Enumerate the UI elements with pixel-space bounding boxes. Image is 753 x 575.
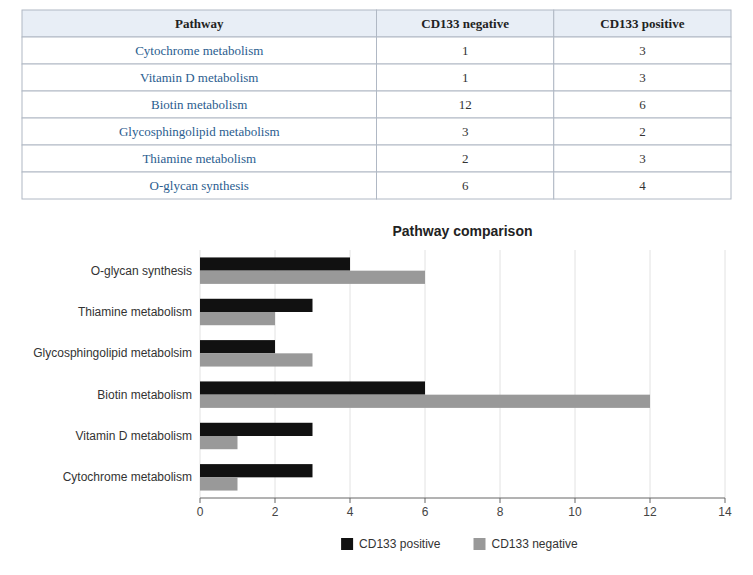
table-cell	[377, 145, 554, 172]
tick-mark	[275, 498, 276, 503]
category-label: Vitamin D metabolism	[76, 429, 192, 443]
grid-line	[575, 250, 576, 498]
grid-line	[425, 250, 426, 498]
bar	[200, 353, 313, 366]
grid-line	[350, 250, 351, 498]
category-label: Glycosphingolipid metabolsim	[33, 346, 192, 360]
legend-swatch	[341, 538, 353, 550]
tick-mark	[425, 498, 426, 503]
table-value: 1	[462, 70, 469, 85]
table-row-label: Cytochrome metabolism	[135, 43, 263, 58]
table-header-text: CD133 positive	[600, 16, 684, 31]
x-axis: 0 2 4 6 8 10 12 14	[197, 250, 732, 519]
table-row-label: Biotin metabolism	[151, 97, 247, 112]
tick-label: 6	[422, 505, 429, 519]
category-label: Thiamine metabolism	[78, 305, 192, 319]
table-cell	[22, 172, 377, 199]
grid-line	[500, 250, 501, 498]
table-cell	[554, 37, 731, 64]
table-cell	[377, 118, 554, 145]
table-value: 1	[462, 43, 469, 58]
table-row-label: O-glycan synthesis	[150, 178, 249, 193]
tick-mark	[500, 498, 501, 503]
chart-title: Pathway comparison	[392, 223, 532, 239]
category-label: O-glycan synthesis	[91, 264, 192, 278]
table-cell	[377, 64, 554, 91]
category-label: Cytochrome metabolism	[63, 470, 192, 484]
tick-label: 4	[347, 505, 354, 519]
table-cell	[22, 91, 377, 118]
table-value: 3	[639, 43, 646, 58]
table-cell	[377, 172, 554, 199]
legend-swatch	[474, 538, 486, 550]
legend-label: CD133 negative	[492, 537, 578, 551]
bar	[200, 257, 350, 270]
bar	[200, 271, 425, 284]
bar	[200, 312, 275, 325]
table-row-label: Thiamine metabolism	[142, 151, 256, 166]
table: Pathway CD133 negative CD133 positive Cytoc…	[22, 10, 731, 199]
tick-label: 2	[272, 505, 279, 519]
table-cell	[377, 91, 554, 118]
grid-line	[275, 250, 276, 498]
bar	[200, 477, 238, 490]
category-label: Biotin metabolism	[97, 388, 192, 402]
table-header-cell	[554, 10, 731, 37]
table-value: 12	[459, 97, 472, 112]
table-cell	[22, 145, 377, 172]
table-row-label: Vitamin D metabolism	[140, 70, 258, 85]
tick-mark	[200, 498, 201, 503]
tick-mark	[350, 498, 351, 503]
table-header-text: CD133 negative	[421, 16, 509, 31]
tick-label: 10	[568, 505, 582, 519]
tick-label: 14	[718, 505, 732, 519]
tick-mark	[650, 498, 651, 503]
tick-mark	[575, 498, 576, 503]
table-cell	[22, 37, 377, 64]
tick-label: 8	[497, 505, 504, 519]
table-cell	[554, 118, 731, 145]
table-value: 2	[639, 124, 646, 139]
table-cell	[554, 64, 731, 91]
tick-label: 0	[197, 505, 204, 519]
table-cell	[554, 145, 731, 172]
legend: CD133 positive CD133 negative	[341, 537, 578, 551]
bar	[200, 395, 650, 408]
table-header-cell	[22, 10, 377, 37]
tick-mark	[725, 498, 726, 503]
table-value: 6	[639, 97, 646, 112]
table-value: 4	[639, 178, 646, 193]
table-cell	[22, 118, 377, 145]
bar	[200, 299, 313, 312]
table-cell	[554, 172, 731, 199]
table-value: 3	[639, 70, 646, 85]
table-cell	[22, 64, 377, 91]
table-cell	[377, 37, 554, 64]
table-value: 6	[462, 178, 469, 193]
table-row-label: Glycosphingolipid metabolism	[119, 124, 280, 139]
bar	[200, 340, 275, 353]
bar	[200, 464, 313, 477]
table-cell	[554, 91, 731, 118]
table-value: 3	[639, 151, 646, 166]
bars	[200, 257, 650, 490]
table-header-cell	[377, 10, 554, 37]
legend-label: CD133 positive	[359, 537, 441, 551]
x-axis-line	[200, 498, 725, 499]
table-header-text: Pathway	[175, 16, 224, 31]
grid-line	[650, 250, 651, 498]
bar	[200, 423, 313, 436]
grid-line	[200, 250, 201, 498]
tick-label: 12	[643, 505, 657, 519]
bar-chart: Pathway comparison 0 2 4 6 8 10 12 14 Cytochrome …	[33, 223, 732, 551]
table-value: 2	[462, 151, 469, 166]
bar	[200, 381, 425, 394]
figure: Pathway CD133 negative CD133 positive Cytoc…	[0, 0, 753, 575]
grid-line	[725, 250, 726, 498]
table-value: 3	[462, 124, 469, 139]
bar	[200, 436, 238, 449]
